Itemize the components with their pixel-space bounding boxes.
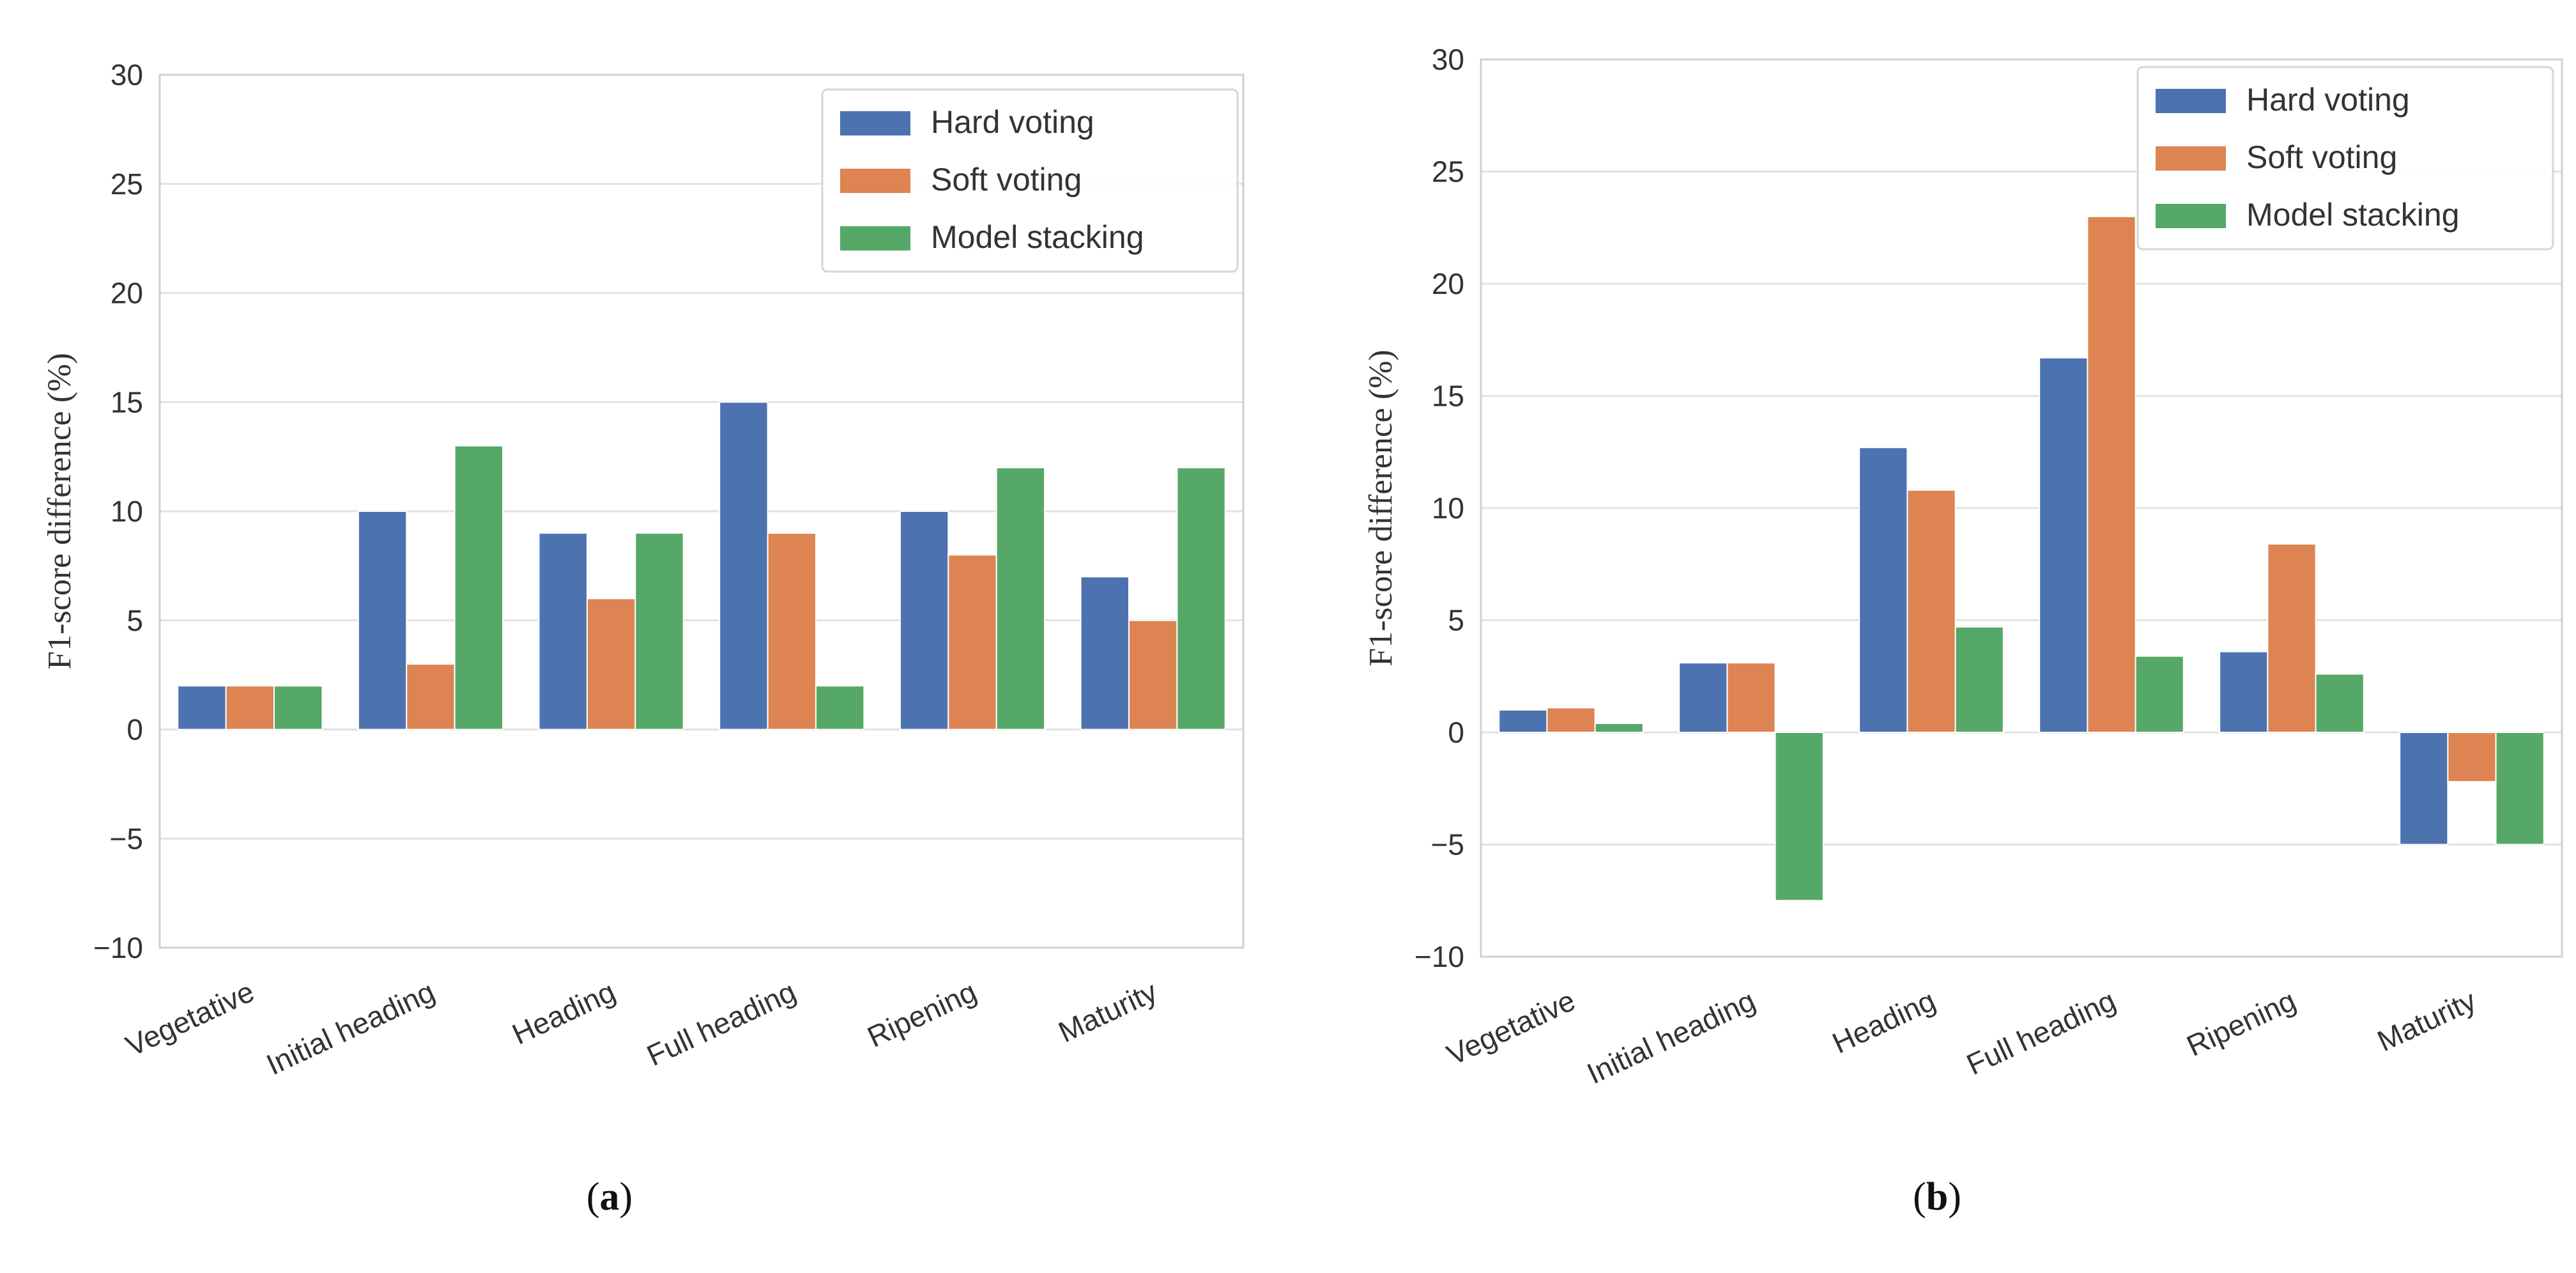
x-tick-label: Heading xyxy=(507,975,620,1051)
legend-label: Model stacking xyxy=(2246,197,2460,233)
bar-model-stacking xyxy=(2315,673,2365,733)
legend-box xyxy=(821,88,1239,273)
bar-soft-voting xyxy=(1128,619,1178,730)
chart-a-svg: −10 −5 0 5 10 15 20 25 30 Vegetative Initial headi… xyxy=(42,58,1245,1081)
caption-a: (a) xyxy=(586,1175,633,1219)
bar-hard-voting xyxy=(719,401,769,730)
y-tick-label: −10 xyxy=(93,931,143,964)
bar-soft-voting xyxy=(2447,732,2497,783)
y-tick-label: 25 xyxy=(111,167,143,201)
bar-hard-voting xyxy=(177,685,227,730)
bar-hard-voting xyxy=(1859,447,1908,733)
bar-soft-voting xyxy=(947,554,997,730)
bar-hard-voting xyxy=(2219,651,2269,734)
bar-model-stacking xyxy=(273,685,323,730)
y-tick-label: 5 xyxy=(1448,604,1464,637)
y-tick-label: −5 xyxy=(1431,828,1464,861)
plot-frame xyxy=(1480,58,2563,958)
bar-model-stacking xyxy=(2135,655,2184,734)
legend-swatch xyxy=(2156,204,2226,228)
legend-label: Hard voting xyxy=(931,104,1094,140)
legend-swatch xyxy=(2156,89,2226,113)
legend-box xyxy=(2136,66,2554,251)
bar-model-stacking xyxy=(634,532,684,730)
bar-hard-voting xyxy=(357,511,408,730)
x-tick-label: Maturity xyxy=(1054,975,1162,1049)
x-tick-label: Ripening xyxy=(2182,984,2301,1063)
legend-label: Soft voting xyxy=(931,162,1082,197)
x-tick-label: Full heading xyxy=(641,975,801,1072)
bar-model-stacking xyxy=(2495,732,2545,845)
bar-soft-voting xyxy=(1546,707,1596,734)
y-tick-label: 10 xyxy=(1432,491,1464,525)
bar-model-stacking xyxy=(1176,467,1226,730)
chart-panel-b: −10 −5 0 5 10 15 20 25 30 Vegetative Initial headi… xyxy=(1288,0,2576,1273)
x-tick-label: Vegetative xyxy=(121,975,259,1063)
caption-b: (b) xyxy=(1913,1175,1961,1219)
x-tick-label: Full heading xyxy=(1961,984,2120,1081)
y-tick-label: 0 xyxy=(126,713,143,746)
legend-swatch xyxy=(840,226,910,251)
legend-label: Soft voting xyxy=(2246,139,2397,175)
plot-frame xyxy=(158,73,1245,949)
y-tick-label: 5 xyxy=(126,604,143,637)
y-tick-label: 25 xyxy=(1432,155,1464,189)
legend-label: Model stacking xyxy=(931,219,1144,255)
bar-hard-voting xyxy=(1080,576,1130,730)
bar-hard-voting xyxy=(2399,732,2449,845)
y-tick-label: 30 xyxy=(111,58,143,91)
bar-soft-voting xyxy=(2267,543,2317,733)
bar-model-stacking xyxy=(1594,722,1644,733)
legend-swatch xyxy=(840,169,910,193)
bar-hard-voting xyxy=(1678,662,1728,733)
x-tick-label: Ripening xyxy=(862,975,982,1054)
legend-label: Hard voting xyxy=(2246,82,2410,118)
bar-soft-voting xyxy=(1906,489,1956,733)
y-tick-label: 10 xyxy=(111,495,143,528)
bar-hard-voting xyxy=(2039,357,2089,733)
x-tick-label: Maturity xyxy=(2372,984,2481,1058)
legend-swatch xyxy=(840,111,910,135)
legend-swatch xyxy=(2156,146,2226,171)
y-tick-label: 20 xyxy=(111,277,143,310)
y-tick-label: 15 xyxy=(1432,380,1464,413)
y-tick-label: 30 xyxy=(1432,43,1464,76)
y-tick-label: −10 xyxy=(1414,940,1464,973)
y-tick-label: 20 xyxy=(1432,267,1464,300)
bar-soft-voting xyxy=(406,663,456,730)
bar-model-stacking xyxy=(1954,626,2004,734)
bar-model-stacking xyxy=(995,467,1046,730)
y-tick-label: 0 xyxy=(1448,716,1464,749)
bar-hard-voting xyxy=(899,511,949,730)
bar-soft-voting xyxy=(1726,662,1776,733)
y-tick-label: −5 xyxy=(110,822,143,855)
bar-soft-voting xyxy=(767,532,817,730)
y-axis-label: F1-score difference (%) xyxy=(42,353,78,670)
x-tick-label: Initial heading xyxy=(1582,984,1760,1090)
bar-model-stacking xyxy=(1774,732,1824,902)
bar-hard-voting xyxy=(1498,709,1548,734)
bar-soft-voting xyxy=(2087,215,2136,733)
bar-soft-voting xyxy=(586,598,636,730)
bar-hard-voting xyxy=(538,532,588,730)
chart-panel-a: −10 −5 0 5 10 15 20 25 30 Vegetative Initial headi… xyxy=(42,58,1245,1219)
y-axis-label: F1-score difference (%) xyxy=(1363,350,1399,667)
chart-b-svg: −10 −5 0 5 10 15 20 25 30 Vegetative Initial headi… xyxy=(1363,43,2563,1090)
y-tick-label: 15 xyxy=(111,385,143,419)
x-tick-label: Initial heading xyxy=(261,975,440,1081)
bar-model-stacking xyxy=(454,445,504,730)
x-tick-label: Heading xyxy=(1827,984,1940,1060)
bar-model-stacking xyxy=(815,685,865,730)
x-tick-label: Vegetative xyxy=(1442,984,1581,1072)
bar-soft-voting xyxy=(225,685,275,730)
